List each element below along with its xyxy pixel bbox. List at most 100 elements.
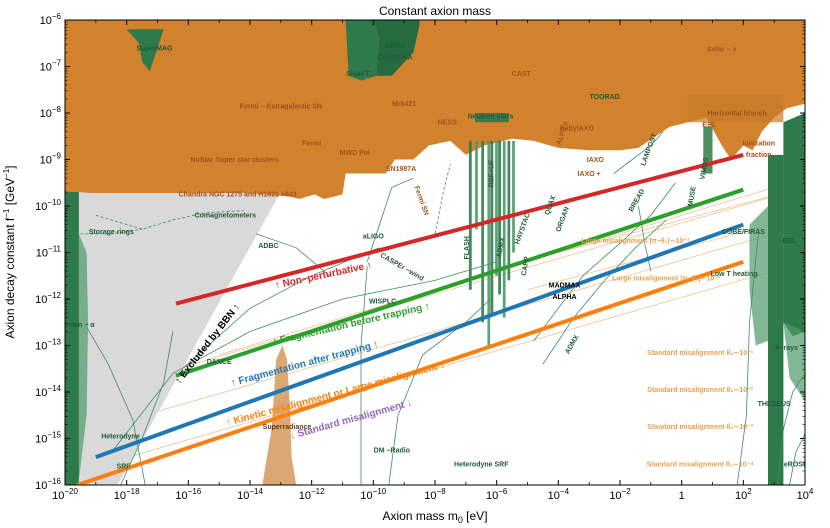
- y-tick-label: 10−14: [35, 384, 61, 399]
- region-label: ALPHA: [552, 294, 576, 301]
- rotated-region-label: RBF+UF: [489, 159, 496, 188]
- haloscope-strip-region: [512, 140, 515, 253]
- rotated-region-label: ORGAN: [555, 206, 570, 233]
- rotated-region-label: BREAD: [628, 188, 647, 213]
- region-label: X−rays: [775, 345, 798, 352]
- region-label: fraction: [746, 152, 772, 159]
- chart-title: Constant axion mass: [379, 4, 491, 18]
- heterodyne-low-curve-line: [120, 331, 174, 485]
- x-tick-label: 10−14: [237, 487, 263, 502]
- y-axis-title-unit-close: ]: [3, 165, 17, 168]
- region-label: Standard misalignment θ₀∼10⁻¹: [647, 350, 754, 357]
- region-label: ABRA: [385, 43, 405, 50]
- region-label: eROSITA: [784, 461, 814, 468]
- rotated-region-label: VIMOS: [699, 156, 710, 180]
- x-tick-label: 10−12: [299, 487, 325, 502]
- region-label: Superradiance: [263, 424, 312, 431]
- low-t-heating-curve-line: [736, 229, 760, 485]
- misalignment-contour-line: [95, 224, 805, 430]
- y-tick-label: 10−10: [35, 198, 61, 213]
- region-label: Chandra NGC 1275 and H1821 +643: [179, 192, 297, 199]
- rotated-region-label: FLASH: [464, 236, 471, 259]
- x-tick-label: 102: [735, 487, 752, 502]
- y-axis-title-unit: [GeV: [3, 178, 17, 209]
- rotated-region-label: HAYSTAC: [514, 212, 532, 245]
- region-label: Comagnetometers: [195, 213, 257, 220]
- x-tick-label: 104: [797, 487, 814, 502]
- region-label: BabyIAXO: [560, 126, 595, 133]
- theseus-curve-line: [776, 373, 805, 485]
- y-axis-title-unit-sup: −1: [2, 168, 11, 178]
- region-label: aLIGO: [363, 234, 385, 241]
- lampost-curve-line: [613, 131, 664, 174]
- x-tick-label: 10−20: [52, 487, 78, 502]
- neutron-stars-region: [475, 113, 509, 123]
- rotated-region-label: MUSE: [687, 186, 697, 207]
- x-tick-label: 10−8: [424, 487, 446, 502]
- rotated-region-label: CASPEr −wind: [379, 252, 425, 282]
- region-label: IAXO +: [578, 171, 601, 178]
- region-label: NuStar Super star clusters: [190, 157, 278, 164]
- region-label: DM −Radio: [374, 447, 410, 454]
- region-label: Fermi: [302, 141, 321, 148]
- lyman-alpha-fringe-region: [78, 233, 89, 481]
- cobe-firas-region: [749, 206, 768, 346]
- misalignment-contour-line: [95, 187, 805, 393]
- region-label: SRF: [117, 464, 132, 471]
- lyman-alpha-curve-line: [86, 326, 146, 485]
- x-axis-title: Axion mass m0 [eV]: [382, 509, 487, 525]
- y-tick-label: 10−8: [40, 105, 62, 120]
- y-tick-label: 10−13: [35, 338, 61, 353]
- y-tick-label: 10−6: [40, 12, 62, 27]
- region-label: ADBC: [258, 243, 278, 250]
- haloscope-strip-region: [475, 140, 478, 230]
- ebl-green-region: [783, 113, 805, 337]
- y-tick-label: 10−12: [35, 291, 61, 306]
- region-label: Large misalignment |π−θ₀|∼10⁻²: [612, 275, 721, 282]
- region-label: Heterodyne: [101, 434, 140, 441]
- region-label: Storage rings: [89, 229, 134, 236]
- haloscope-strip-region: [481, 140, 484, 323]
- haloscope-strip-region: [502, 140, 506, 318]
- bbn-excluded-region: [65, 192, 281, 485]
- region-label: THESEUS: [758, 401, 791, 408]
- region-label: Neutron stars: [468, 114, 514, 121]
- y-tick-label: 10−15: [35, 431, 61, 446]
- series-label-1: ↑ Fragmentation before trapping ↑: [271, 301, 430, 348]
- comagnetometer-curve-line: [95, 210, 244, 230]
- y-axis-title-main: Axion decay constant f: [3, 217, 17, 338]
- adbc-curve-line: [256, 233, 331, 277]
- region-label: Standard misalignment θ₀∼10⁻³: [647, 424, 754, 431]
- storage-rings-curve-line: [80, 228, 143, 235]
- region-label: DANCE: [207, 359, 232, 366]
- casper-wind-curve-line: [110, 261, 497, 453]
- xray-dark-band-region: [768, 154, 784, 485]
- region-label: Fermi − Extragalactic SN: [240, 103, 322, 110]
- region-label: SN1987A: [386, 166, 416, 173]
- series-line-2: [95, 222, 744, 459]
- bread-curve-line: [638, 205, 652, 272]
- region-label: MWD Pol: [340, 150, 370, 157]
- haloscope-strip-region: [487, 140, 491, 346]
- x-tick-label: 10−4: [548, 487, 570, 502]
- region-label: Horizontal branch: [707, 110, 767, 117]
- rotated-region-label: ADMX: [564, 334, 581, 356]
- x-axis-title-unit: [eV]: [463, 509, 488, 523]
- region-label: HESS: [438, 120, 457, 127]
- rotated-region-label: CAPP: [521, 256, 531, 277]
- region-label: COBE/FIRAS: [722, 229, 766, 236]
- dm-radio-curve-line: [360, 266, 368, 485]
- haloscope-strip-region: [495, 140, 498, 276]
- region-label: Standard misalignment θ₀∼10⁻⁴: [647, 461, 755, 468]
- x-axis-title-sub: 0: [458, 515, 463, 525]
- y-axis-title: Axion decay constant f−1 [GeV−1]: [2, 165, 17, 338]
- aligo-curve-line: [366, 177, 414, 262]
- rotated-region-label: ADMX: [496, 237, 507, 259]
- y-tick-label: 10−7: [40, 59, 62, 74]
- series-line-3: [76, 259, 744, 485]
- region-label: IAXO: [587, 157, 605, 164]
- x-axis-title-main: Axion mass m: [382, 509, 457, 523]
- y-tick-label: 10−9: [40, 152, 62, 167]
- haloscope-strip-region: [468, 140, 472, 290]
